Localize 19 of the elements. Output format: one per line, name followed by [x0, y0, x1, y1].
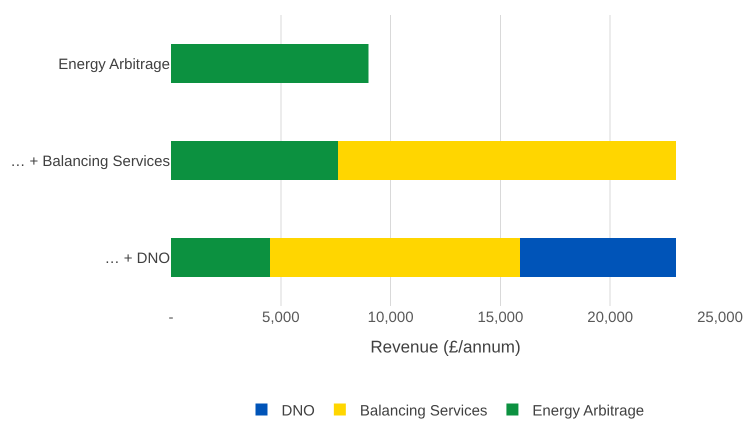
legend-label: DNO [282, 402, 315, 420]
bar [171, 238, 270, 277]
bar [338, 141, 676, 180]
x-tick-label: 10,000 [368, 309, 414, 326]
x-tick-label: 5,000 [262, 309, 300, 326]
x-axis-title: Revenue (£/annum) [370, 337, 521, 356]
y-tick-label: Energy Arbitrage [58, 56, 170, 73]
bar [270, 238, 520, 277]
x-tick-label: 25,000 [697, 309, 743, 326]
bar [520, 238, 676, 277]
legend-label: Balancing Services [360, 402, 488, 420]
x-tick-label: 20,000 [587, 309, 634, 326]
y-tick-label: … + DNO [104, 250, 170, 267]
bar [171, 44, 369, 83]
x-tick-label: 15,000 [477, 309, 524, 326]
bar [171, 141, 338, 180]
legend-label: Energy Arbitrage [532, 402, 644, 420]
x-tick-label: - [168, 309, 174, 326]
y-tick-label: … + Balancing Services [10, 152, 170, 170]
